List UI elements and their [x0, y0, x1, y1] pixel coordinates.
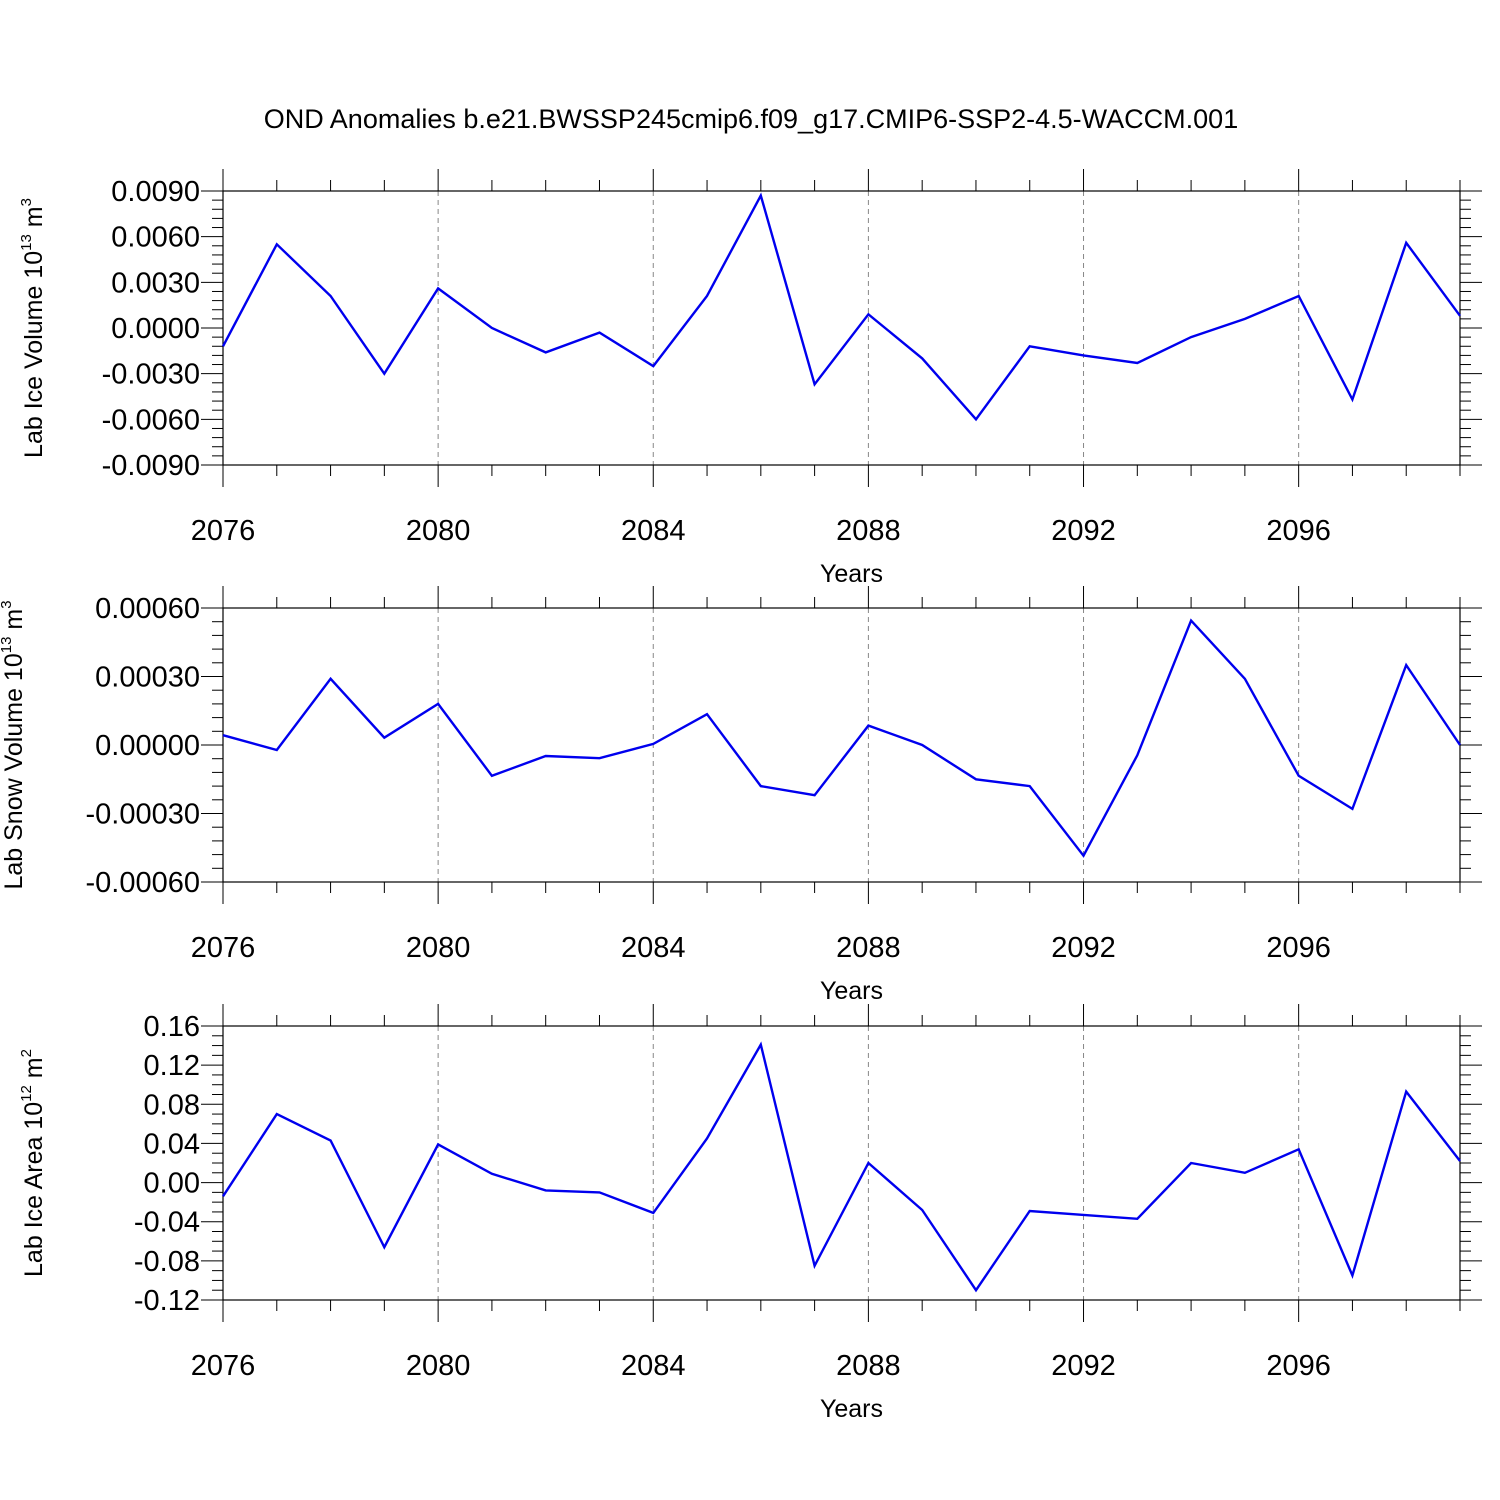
y-tick-label: 0.0060 [111, 222, 200, 254]
x-tick-label: 2092 [1051, 932, 1116, 964]
x-tick-label: 2092 [1051, 515, 1116, 547]
x-tick-label: 2080 [406, 932, 471, 964]
y-tick-label: -0.04 [134, 1207, 200, 1239]
series-line [221, 192, 1461, 422]
y-axis-label: Lab Snow Volume 1013 m3 [0, 600, 28, 889]
y-tick-label: -0.12 [134, 1285, 200, 1317]
x-tick-label: 2080 [406, 1350, 471, 1382]
chart-panel-3: 0.16 0.12 0.08 0.04 0.00 -0.04 -0.08 -0.12 2076 2… [18, 1004, 1482, 1423]
y-tick-label: 0.00000 [95, 730, 200, 762]
x-axis-label: Years [820, 977, 883, 1005]
series-line [221, 1041, 1461, 1293]
plot-frame [222, 607, 1461, 883]
y-tick-label: -0.08 [134, 1246, 200, 1278]
x-tick-label: 2088 [836, 1350, 901, 1382]
y-tick-label: 0.00 [144, 1168, 200, 1200]
chart-panel-2: 0.00060 0.00030 0.00000 -0.00030 -0.00060 207… [0, 586, 1482, 1005]
x-tick-label: 2096 [1266, 515, 1331, 547]
x-tick-label: 2084 [621, 1350, 686, 1382]
y-axis-label: Lab Ice Area 1012 m2 [18, 1049, 48, 1277]
y-tick-label: -0.0030 [102, 359, 200, 391]
y-tick-label: 0.04 [144, 1128, 200, 1160]
x-tick-label: 2084 [621, 515, 686, 547]
x-tick-label: 2096 [1266, 932, 1331, 964]
y-tick-label: 0.00030 [95, 662, 200, 694]
y-tick-label: -0.0090 [102, 450, 200, 482]
x-tick-label: 2084 [621, 932, 686, 964]
plot-frame [222, 190, 1461, 466]
y-tick-label: 0.0000 [111, 313, 200, 345]
x-tick-label: 2080 [406, 515, 471, 547]
x-tick-label: 2076 [191, 932, 256, 964]
plot-frame [222, 1025, 1461, 1301]
y-tick-label: 0.00060 [95, 593, 200, 625]
x-tick-label: 2088 [836, 932, 901, 964]
chart-panel-1: 0.0090 0.0060 0.0030 0.0000 -0.0030 -0.0060 -0… [18, 169, 1482, 588]
y-tick-label: 0.12 [144, 1050, 200, 1082]
y-tick-label: -0.0060 [102, 404, 200, 436]
y-tick-label: -0.00030 [86, 799, 201, 831]
y-tick-label: 0.16 [144, 1011, 200, 1043]
series-line [222, 618, 1461, 858]
x-tick-label: 2076 [191, 515, 256, 547]
y-tick-label: 0.08 [144, 1089, 200, 1121]
y-tick-label: -0.00060 [86, 867, 201, 899]
y-tick-label: 0.0030 [111, 267, 200, 299]
chart-title: OND Anomalies b.e21.BWSSP245cmip6.f09_g1… [264, 104, 1238, 134]
y-tick-label: 0.0090 [111, 176, 200, 208]
x-tick-label: 2076 [191, 1350, 256, 1382]
x-tick-label: 2096 [1266, 1350, 1331, 1382]
x-tick-label: 2088 [836, 515, 901, 547]
y-axis-label: Lab Ice Volume 1013 m3 [18, 198, 48, 458]
x-axis-label: Years [820, 560, 883, 588]
x-tick-label: 2092 [1051, 1350, 1116, 1382]
x-axis-label: Years [820, 1395, 883, 1423]
